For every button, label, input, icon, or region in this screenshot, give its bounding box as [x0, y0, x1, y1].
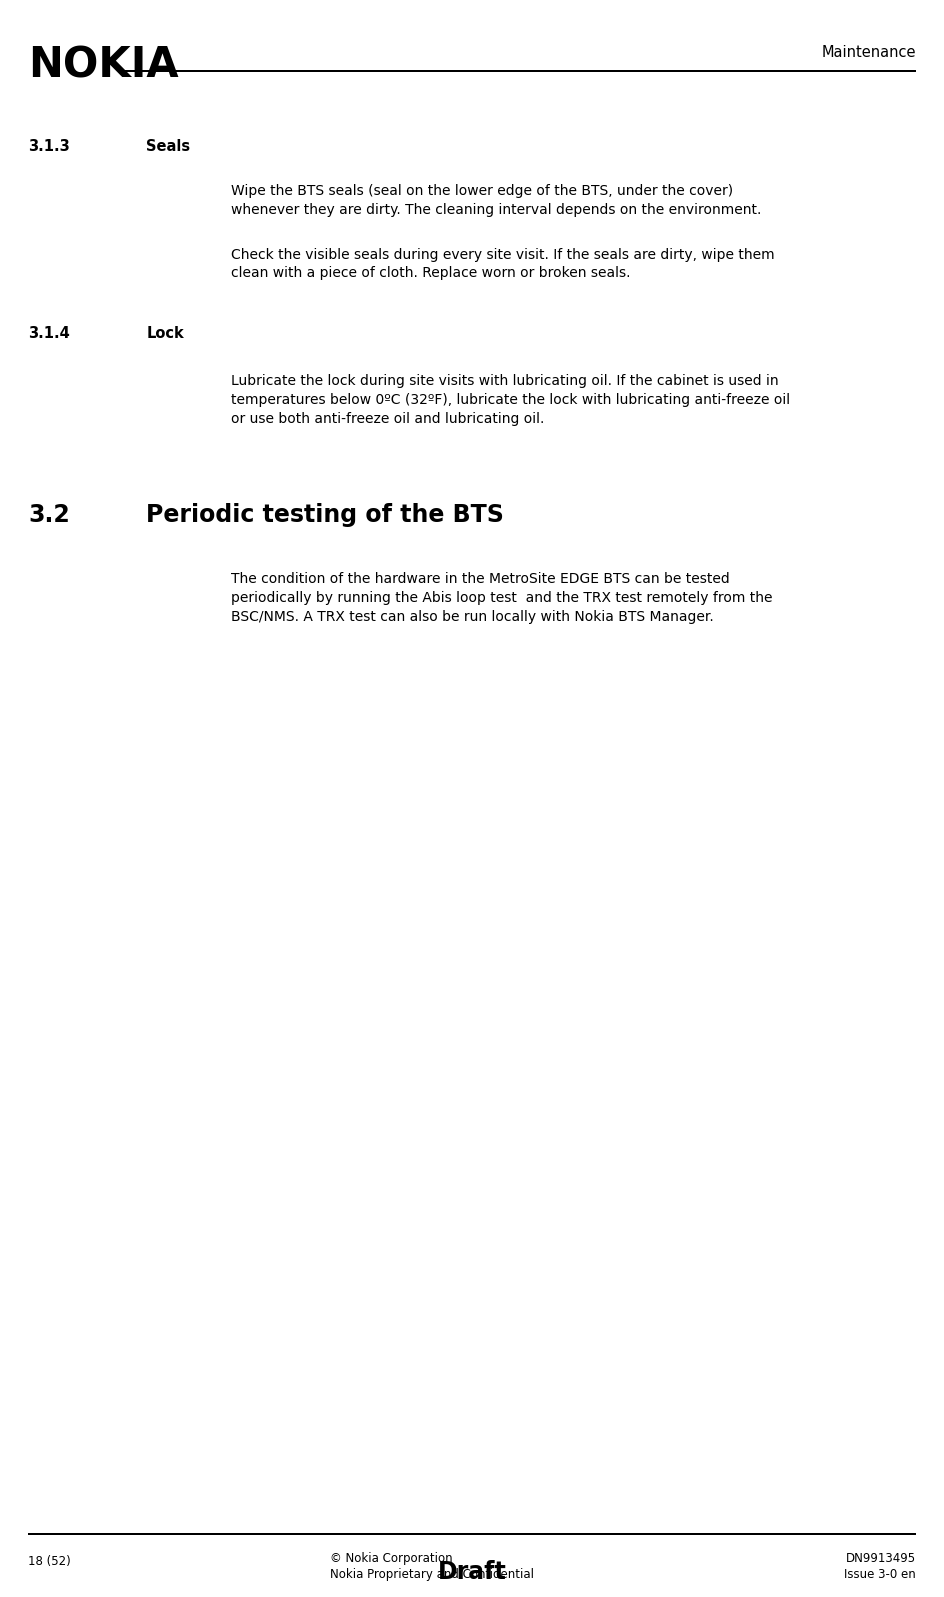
Text: 3.1.3: 3.1.3: [28, 139, 70, 153]
Text: Seals: Seals: [146, 139, 191, 153]
Text: NOKIA: NOKIA: [28, 45, 179, 86]
Text: Draft: Draft: [438, 1560, 506, 1584]
Text: Lubricate the lock during site visits with lubricating oil. If the cabinet is us: Lubricate the lock during site visits wi…: [231, 374, 790, 425]
Text: Issue 3-0 en: Issue 3-0 en: [844, 1568, 916, 1581]
Text: 18 (52): 18 (52): [28, 1555, 71, 1568]
Text: 3.1.4: 3.1.4: [28, 326, 70, 340]
Text: © Nokia Corporation: © Nokia Corporation: [330, 1552, 453, 1565]
Text: Lock: Lock: [146, 326, 184, 340]
Text: Periodic testing of the BTS: Periodic testing of the BTS: [146, 503, 504, 527]
Text: 3.2: 3.2: [28, 503, 70, 527]
Text: Maintenance: Maintenance: [821, 45, 916, 59]
Text: Wipe the BTS seals (seal on the lower edge of the BTS, under the cover)
whenever: Wipe the BTS seals (seal on the lower ed…: [231, 184, 762, 217]
Text: Check the visible seals during every site visit. If the seals are dirty, wipe th: Check the visible seals during every sit…: [231, 248, 775, 281]
Text: The condition of the hardware in the MetroSite EDGE BTS can be tested
periodical: The condition of the hardware in the Met…: [231, 572, 773, 623]
Text: Nokia Proprietary and Confidential: Nokia Proprietary and Confidential: [330, 1568, 534, 1581]
Text: DN9913495: DN9913495: [846, 1552, 916, 1565]
